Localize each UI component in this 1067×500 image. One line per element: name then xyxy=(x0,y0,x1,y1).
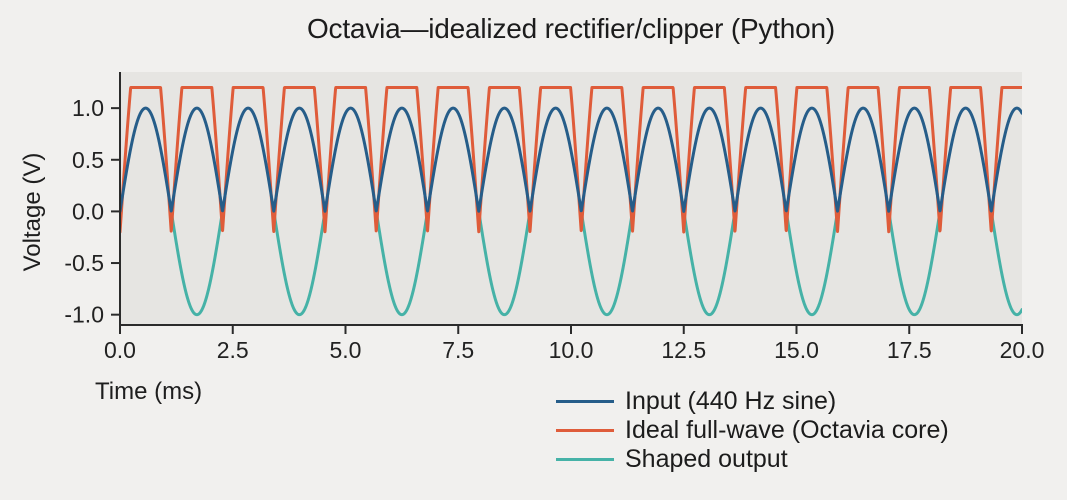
x-tick-label: 17.5 xyxy=(887,337,932,363)
x-tick-label: 12.5 xyxy=(661,337,706,363)
x-tick-label: 0.0 xyxy=(104,337,136,363)
y-tick-label: -1.0 xyxy=(64,302,104,328)
x-axis-label: Time (ms) xyxy=(95,378,203,405)
x-tick-label: 20.0 xyxy=(1000,337,1045,363)
curve-input-sine xyxy=(120,106,1022,213)
y-tick-label: 0.5 xyxy=(72,147,104,173)
x-tick-label: 7.5 xyxy=(442,337,474,363)
legend-line-sample xyxy=(556,429,614,432)
legend-item: Ideal full-wave (Octavia core) xyxy=(556,416,949,445)
y-tick-label: -0.5 xyxy=(64,250,104,276)
legend-item: Shaped output xyxy=(556,445,949,474)
y-axis-label: Voltage (V) xyxy=(19,152,46,272)
curve-shaped-output xyxy=(169,210,1022,317)
y-tick-label: 1.0 xyxy=(72,95,104,121)
x-tick-label: 5.0 xyxy=(330,337,362,363)
x-tick-label: 15.0 xyxy=(774,337,819,363)
legend-item: Input (440 Hz sine) xyxy=(556,387,949,416)
legend-label: Shaped output xyxy=(625,445,788,473)
legend-label: Input (440 Hz sine) xyxy=(625,387,837,415)
x-tick-label: 2.5 xyxy=(217,337,249,363)
legend-line-sample xyxy=(556,400,614,403)
x-tick-label: 10.0 xyxy=(549,337,594,363)
legend: Input (440 Hz sine) Ideal full-wave (Octa… xyxy=(556,387,949,474)
chart-title: Octavia—idealized rectifier/clipper (Pyt… xyxy=(306,13,836,44)
legend-line-sample xyxy=(556,458,614,461)
legend-label: Ideal full-wave (Octavia core) xyxy=(625,416,949,444)
y-tick-label: 0.0 xyxy=(72,198,104,224)
